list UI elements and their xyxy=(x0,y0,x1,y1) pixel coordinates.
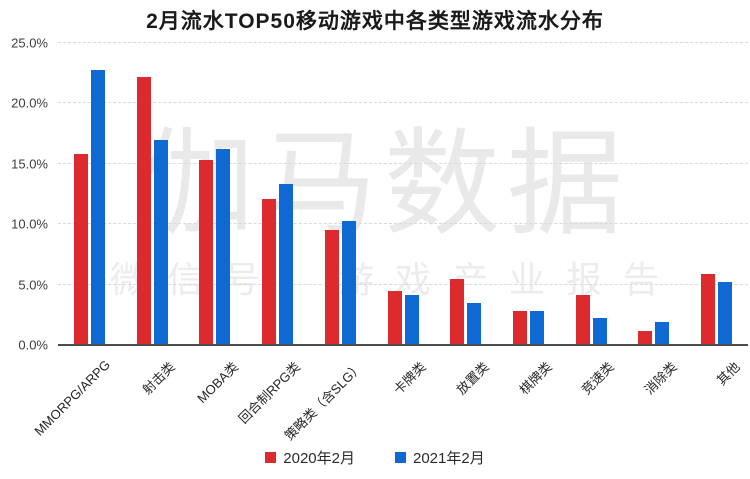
bar-2021 xyxy=(279,184,294,345)
legend-label-2020: 2020年2月 xyxy=(283,450,355,467)
x-axis-label: MMORPG/ARPG xyxy=(31,357,113,439)
y-tick-label: 10.0% xyxy=(11,216,48,232)
x-label-cell: MMORPG/ARPG xyxy=(31,347,121,439)
bar-2020 xyxy=(73,154,88,345)
legend-label-2021: 2021年2月 xyxy=(413,450,485,467)
legend-swatch-blue xyxy=(395,452,406,463)
gridline-15pct xyxy=(58,162,748,164)
x-label-cell: 射击类 xyxy=(121,347,184,439)
x-axis-labels: MMORPG/ARPG 射击类 MOBA类 回合制RPG类 策略类（含SLG） 卡牌类 放置… xyxy=(31,347,748,443)
bar-group xyxy=(309,43,372,345)
chart-title: 2月流水TOP50移动游戏中各类型游戏流水分布 xyxy=(146,10,604,33)
x-axis-label: 其他 xyxy=(713,359,743,389)
x-label-cell: MOBA类 xyxy=(183,347,246,439)
bar-group xyxy=(58,43,121,345)
legend-item-2021: 2021年2月 xyxy=(395,447,485,468)
x-label-cell: 消除类 xyxy=(623,347,686,439)
x-axis-label: 射击类 xyxy=(139,359,178,398)
bar-2020 xyxy=(450,278,465,345)
bar-group xyxy=(685,43,748,345)
gridline-20pct xyxy=(58,102,748,104)
y-axis-tick-labels: 0.0% 5.0% 10.0% 15.0% 20.0% 25.0% xyxy=(0,36,48,353)
bar-2021 xyxy=(718,282,733,345)
x-label-cell: 竞速类 xyxy=(560,347,623,439)
bar-2020 xyxy=(575,295,590,345)
y-tick-label: 15.0% xyxy=(11,156,48,172)
bar-2021 xyxy=(90,69,105,345)
x-axis-label: 棋牌类 xyxy=(516,359,555,398)
x-axis-label: 卡牌类 xyxy=(390,359,429,398)
legend-item-2020: 2020年2月 xyxy=(265,447,355,468)
bar-2021 xyxy=(467,302,482,345)
x-axis-label: 消除类 xyxy=(641,359,680,398)
x-axis-line xyxy=(58,344,748,346)
x-label-cell: 棋牌类 xyxy=(497,347,560,439)
x-axis-label: 放置类 xyxy=(453,359,492,398)
x-label-cell: 放置类 xyxy=(434,347,497,439)
x-axis-label: MOBA类 xyxy=(193,359,241,407)
gridline-25pct xyxy=(58,42,748,43)
plot-area xyxy=(58,42,748,346)
x-label-cell: 策略类（含SLG） xyxy=(282,347,372,443)
legend-swatch-red xyxy=(265,452,277,463)
bar-group xyxy=(246,43,309,345)
bar-groups xyxy=(58,43,748,345)
bar-2020 xyxy=(638,330,653,345)
bar-2020 xyxy=(262,198,277,345)
bar-group xyxy=(560,43,623,345)
y-tick-label: 25.0% xyxy=(11,35,48,51)
x-axis-label: 竞速类 xyxy=(578,359,617,398)
bar-group xyxy=(372,43,435,345)
bar-2020 xyxy=(387,290,402,345)
y-tick-label: 20.0% xyxy=(11,95,48,111)
x-label-cell: 其他 xyxy=(685,347,748,439)
bar-2020 xyxy=(701,273,716,345)
bar-2021 xyxy=(655,322,670,345)
bar-2021 xyxy=(592,318,607,345)
gridline-10pct xyxy=(58,223,748,225)
bar-2020 xyxy=(199,160,214,345)
bar-2021 xyxy=(153,139,168,345)
bar-2020 xyxy=(136,76,151,345)
bar-2021 xyxy=(216,149,231,345)
legend: 2020年2月 2021年2月 xyxy=(0,447,750,468)
bar-group xyxy=(121,43,184,345)
bar-group xyxy=(183,43,246,345)
gridline-5pct xyxy=(58,283,748,285)
bar-group xyxy=(623,43,686,345)
x-label-cell: 卡牌类 xyxy=(372,347,435,439)
y-tick-label: 0.0% xyxy=(18,337,48,353)
bar-2021 xyxy=(404,295,419,345)
bar-2021 xyxy=(530,311,544,345)
bar-2021 xyxy=(341,220,356,345)
bar-group xyxy=(497,43,560,345)
bar-2020 xyxy=(324,230,339,345)
y-tick-label: 5.0% xyxy=(18,277,48,293)
bar-group xyxy=(434,43,497,345)
bar-2020 xyxy=(513,311,527,345)
